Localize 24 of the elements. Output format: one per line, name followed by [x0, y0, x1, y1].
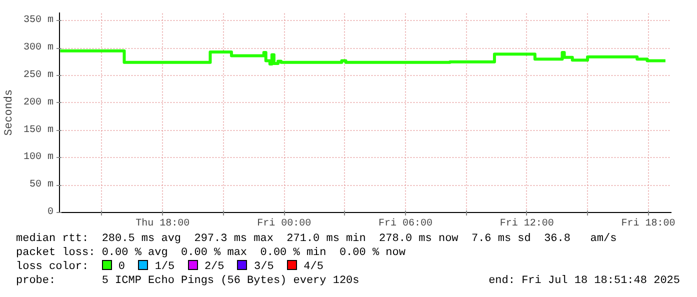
x-tick-label: Fri 18:00 — [621, 218, 676, 230]
legend-label: 2/5 — [204, 261, 224, 273]
y-tick-label: 50 m — [29, 180, 54, 191]
legend-label: 0 — [118, 261, 126, 273]
legend-label: 4/5 — [304, 261, 324, 273]
y-tick-label: 300 m — [23, 42, 54, 54]
legend-label: 1/5 — [154, 261, 175, 273]
legend-label: 3/5 — [254, 261, 274, 273]
y-tick-label: 200 m — [23, 97, 54, 108]
y-tick-label: 0 — [48, 207, 54, 218]
y-tick-label: 350 m — [23, 15, 54, 26]
text: packet loss: 0.00 % avg 0.00 % max 0.00 % min 0.00 % now — [16, 246, 406, 260]
y-tick-label: 100 m — [23, 152, 54, 164]
y-axis-title: Seconds — [3, 89, 16, 136]
y-tick-label: 150 m — [23, 124, 54, 136]
x-tick-label: Thu 18:00 — [136, 218, 190, 230]
text: end: Fri Jul 18 18:51:48 2025 — [488, 274, 680, 288]
y-tick-label: 250 m — [23, 70, 54, 82]
text: median rtt: 280.5 ms avg 297.3 ms max 271.0 ms min 278.0 ms now 7.6 ms sd 36.8 am/s — [16, 232, 617, 246]
text: probe: 5 ICMP Echo Pings (56 Bytes) every 120s — [16, 275, 360, 287]
x-tick-label: Fri 00:00 — [257, 218, 312, 230]
legend-title: loss color: — [16, 261, 89, 273]
x-tick-label: Fri 06:00 — [378, 218, 432, 230]
x-tick-label: Fri 12:00 — [500, 218, 554, 230]
